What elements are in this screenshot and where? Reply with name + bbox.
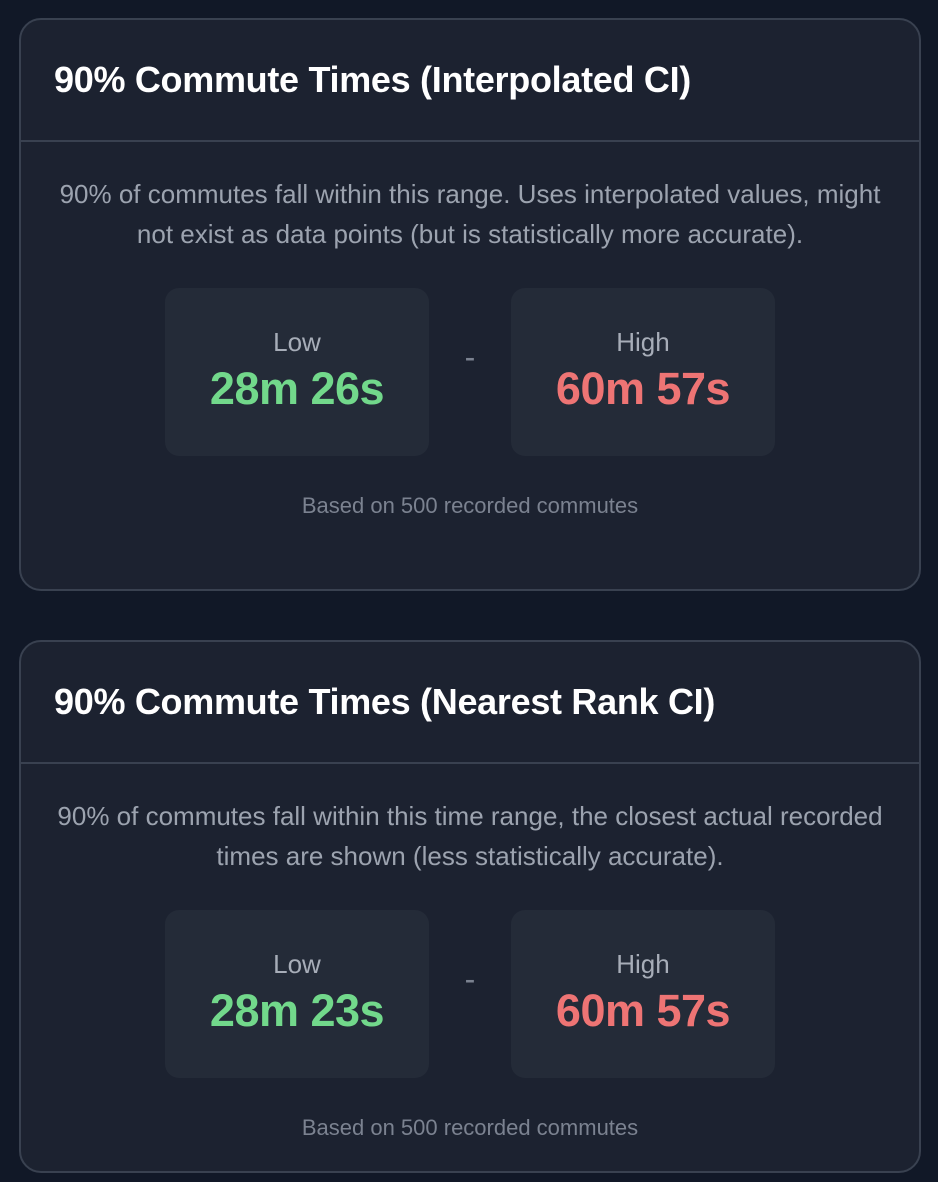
low-label: Low (273, 949, 321, 979)
high-stat-box: High 60m 57s (511, 288, 775, 456)
low-stat-box: Low 28m 26s (165, 288, 429, 456)
high-value: 60m 57s (555, 985, 731, 1036)
high-stat-box: High 60m 57s (511, 910, 775, 1078)
card-title: 90% Commute Times (Nearest Rank CI) (54, 681, 716, 722)
nearest-rank-ci-card: 90% Commute Times (Nearest Rank CI) 90% … (19, 640, 921, 1173)
ci-range: Low 28m 26s - High 60m 57s (21, 288, 919, 456)
card-description: 90% of commutes fall within this time ra… (57, 801, 883, 871)
high-label: High (616, 949, 670, 979)
card-body: 90% of commutes fall within this range. … (21, 142, 919, 520)
card-description: 90% of commutes fall within this range. … (59, 179, 881, 249)
card-header: 90% Commute Times (Nearest Rank CI) (21, 642, 919, 764)
ci-range: Low 28m 23s - High 60m 57s (21, 910, 919, 1078)
low-value: 28m 23s (209, 985, 385, 1036)
interpolated-ci-card: 90% Commute Times (Interpolated CI) 90% … (19, 18, 921, 591)
card-header: 90% Commute Times (Interpolated CI) (21, 20, 919, 142)
range-separator: - (464, 338, 476, 375)
low-stat-box: Low 28m 23s (165, 910, 429, 1078)
low-value: 28m 26s (209, 363, 385, 414)
high-label: High (616, 327, 670, 357)
low-label: Low (273, 327, 321, 357)
range-separator: - (464, 960, 476, 997)
card-body: 90% of commutes fall within this time ra… (21, 764, 919, 1142)
sample-size-note: Based on 500 recorded commutes (301, 1115, 639, 1140)
high-value: 60m 57s (555, 363, 731, 414)
card-title: 90% Commute Times (Interpolated CI) (54, 59, 691, 100)
sample-size-note: Based on 500 recorded commutes (301, 493, 639, 518)
